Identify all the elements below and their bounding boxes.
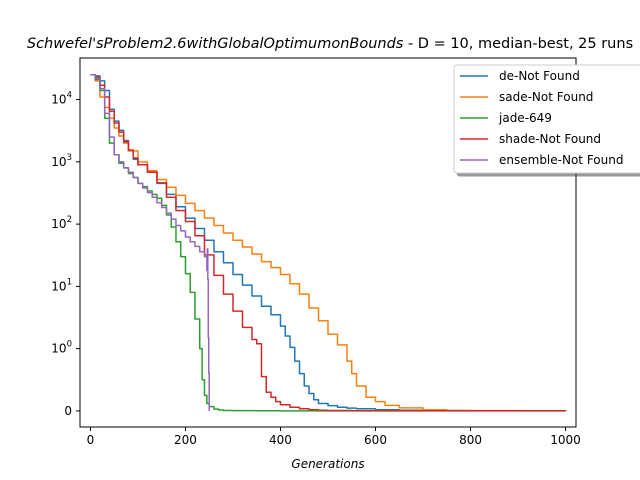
x-tick-label: 600 [364, 433, 387, 447]
y-tick-exponent: 0 [67, 340, 72, 350]
x-tick-label: 1000 [550, 433, 581, 447]
x-axis: 0 200 400 600 800 1000 [87, 427, 581, 447]
legend: de-Not Found sade-Not Found jade-649 shade-… [453, 64, 640, 174]
legend-label-ensemble-not-found: ensemble-Not Found [499, 153, 623, 167]
y-tick-base: 10 [51, 217, 66, 231]
chart-title-italic: Schwefel'sProblem2.6withGlobalOptimumonB… [27, 36, 404, 52]
y-tick-exponent: 4 [67, 91, 72, 101]
series-line-sade-not-found [90, 74, 567, 412]
x-tick-label: 400 [269, 433, 292, 447]
chart-title: Schwefel'sProblem2.6withGlobalOptimumonB… [27, 36, 633, 52]
y-tick-label: 0 [64, 404, 72, 418]
y-tick-base: 10 [51, 279, 66, 293]
y-tick-exponent: 3 [67, 153, 72, 163]
y-tick-label: 103 [51, 153, 72, 169]
chart-title-rest: - D = 10, median-best, 25 runs [403, 36, 633, 52]
series-line-ensemble-not-found [90, 74, 210, 411]
y-tick-base: 10 [51, 342, 66, 356]
x-tick-label: 0 [87, 433, 95, 447]
y-tick-base: 10 [51, 93, 66, 107]
legend-label-de-not-found: de-Not Found [499, 69, 580, 83]
y-tick-exponent: 2 [67, 215, 72, 225]
y-tick-label: 104 [51, 91, 72, 107]
y-tick-label: 101 [51, 277, 72, 293]
y-tick-base: 0 [64, 404, 72, 418]
y-tick-label: 100 [51, 340, 72, 356]
y-tick-label: 102 [51, 215, 72, 231]
legend-label-sade-not-found: sade-Not Found [499, 90, 593, 104]
y-tick-base: 10 [51, 155, 66, 169]
y-tick-exponent: 1 [67, 277, 72, 287]
x-tick-label: 200 [174, 433, 197, 447]
legend-label-shade-not-found: shade-Not Found [499, 132, 601, 146]
x-axis-label: Generations [291, 457, 364, 471]
series-layer [90, 74, 567, 412]
legend-label-jade-649: jade-649 [498, 111, 552, 125]
series-line-shade-not-found [90, 74, 567, 412]
plot-frame [79, 57, 577, 428]
x-tick-label: 800 [459, 433, 482, 447]
legend-box [453, 64, 640, 174]
